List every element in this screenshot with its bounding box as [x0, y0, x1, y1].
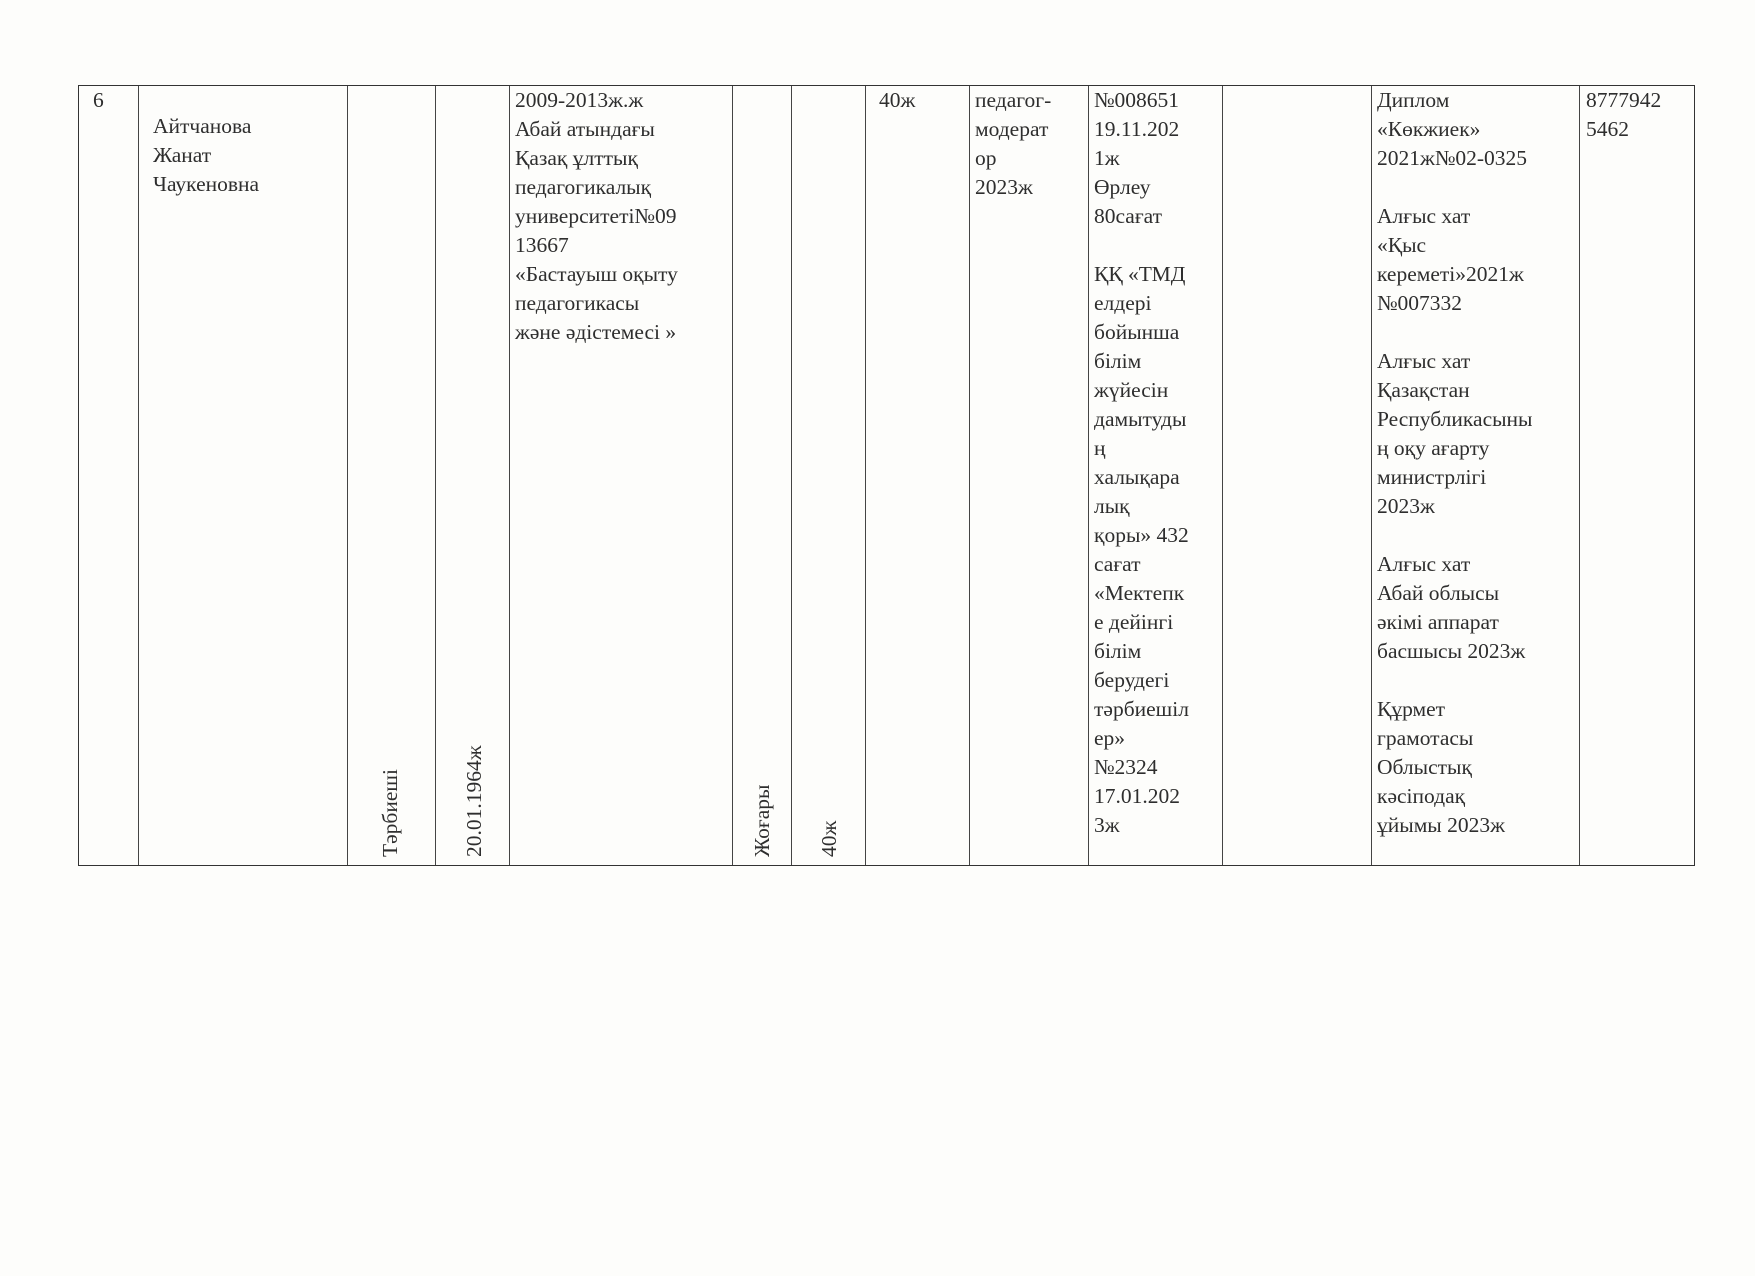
column-divider [1579, 86, 1580, 865]
full-name: Айтчанова Жанат Чаукеновна [153, 114, 260, 196]
birth-date: 20.01.1964ж [462, 745, 486, 857]
position: Тәрбиеші [378, 769, 402, 857]
column-divider [435, 86, 436, 865]
column-divider [347, 86, 348, 865]
courses: №008651 19.11.202 1ж Өрлеу 80сағат ҚҚ «Т… [1094, 88, 1189, 837]
column-divider [791, 86, 792, 865]
column-divider [969, 86, 970, 865]
phone-number: 8777942 5462 [1586, 88, 1662, 141]
column-divider [1222, 86, 1223, 865]
column-divider [509, 86, 510, 865]
staff-table: 6 Айтчанова Жанат Чаукеновна Тәрбиеші 20… [78, 85, 1695, 866]
education-level: Жоғары [750, 784, 774, 857]
column-divider [1088, 86, 1089, 865]
qualification-category: педагог- модерат ор 2023ж [975, 88, 1052, 199]
total-experience: 40ж [817, 820, 841, 857]
row-number: 6 [93, 88, 104, 112]
column-divider [138, 86, 139, 865]
pedagogical-experience: 40ж [879, 88, 916, 112]
column-divider [865, 86, 866, 865]
education: 2009-2013ж.ж Абай атындағы Қазақ ұлттық … [515, 88, 678, 344]
column-divider [732, 86, 733, 865]
column-divider [1371, 86, 1372, 865]
awards: Диплом «Көкжиек» 2021ж№02-0325 Алғыс хат… [1377, 88, 1533, 837]
